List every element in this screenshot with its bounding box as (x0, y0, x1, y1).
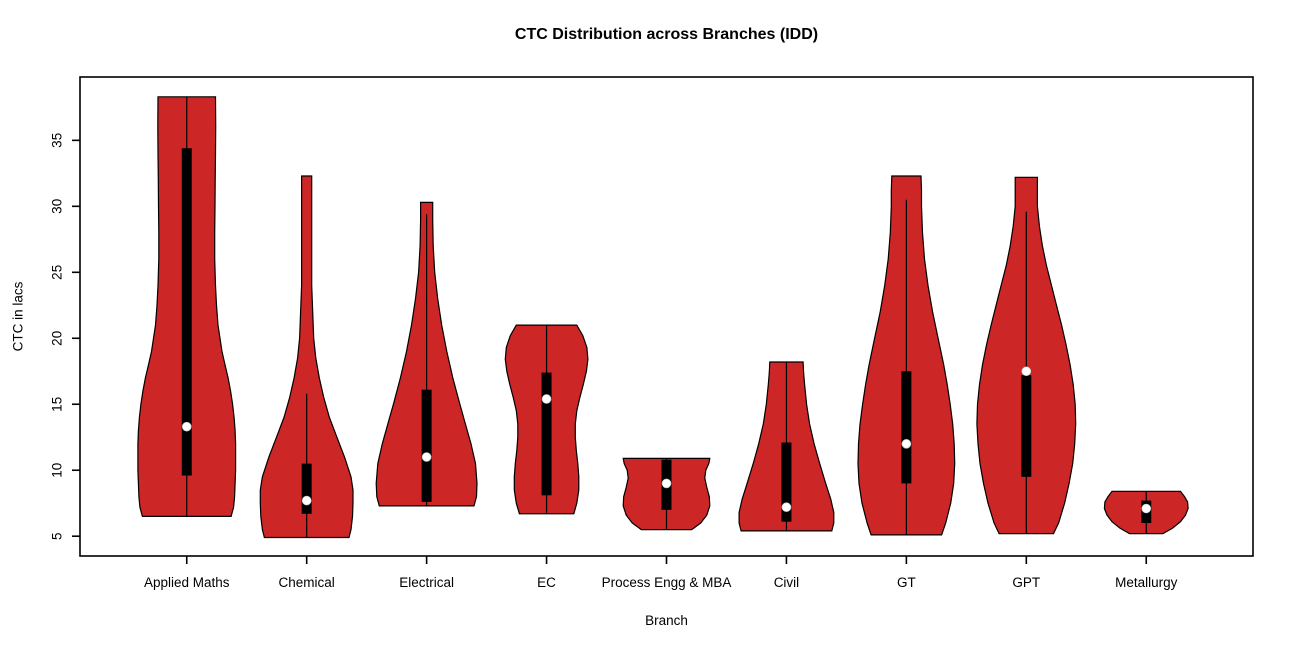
x-tick-label: Process Engg & MBA (602, 575, 732, 590)
x-tick-label: Electrical (399, 575, 454, 590)
median-dot-2 (301, 495, 312, 506)
y-tick-label: 10 (50, 463, 65, 478)
median-dot-6 (781, 502, 792, 512)
iqr-box-1 (181, 148, 192, 476)
median-dot-7 (901, 439, 912, 449)
median-dot-4 (541, 394, 552, 404)
x-tick-label: GPT (1012, 575, 1040, 590)
x-tick-label: Civil (774, 575, 800, 590)
x-tick-label: Applied Maths (144, 575, 230, 590)
iqr-box-6 (781, 442, 792, 522)
median-dot-5 (661, 478, 672, 489)
x-axis-title: Branch (645, 613, 688, 628)
median-dot-1 (181, 421, 192, 432)
x-tick-label: GT (897, 575, 916, 590)
median-dot-9 (1141, 503, 1152, 514)
median-dot-8 (1021, 366, 1032, 377)
x-tick-label: Chemical (279, 575, 335, 590)
y-tick-label: 30 (50, 199, 65, 214)
iqr-box-2 (301, 463, 312, 514)
y-tick-label: 15 (50, 397, 65, 412)
iqr-box-3 (421, 389, 432, 502)
y-tick-label: 25 (50, 265, 65, 280)
x-tick-label: Metallurgy (1115, 575, 1178, 590)
x-tick-label: EC (537, 575, 556, 590)
y-tick-label: 5 (50, 532, 65, 540)
iqr-box-8 (1021, 375, 1032, 477)
median-dot-3 (421, 452, 432, 462)
y-tick-label: 35 (50, 133, 65, 148)
y-tick-label: 20 (50, 331, 65, 346)
iqr-box-7 (901, 371, 912, 484)
violin-shape-2 (259, 175, 354, 539)
chart-title: CTC Distribution across Branches (IDD) (514, 26, 819, 43)
iqr-box-4 (541, 372, 552, 496)
